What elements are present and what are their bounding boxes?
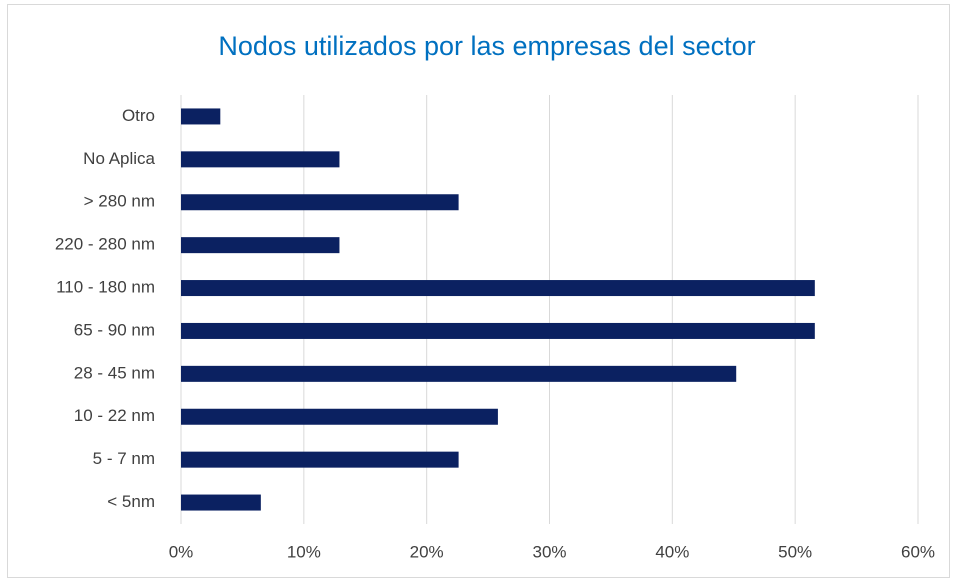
bar [181, 322, 815, 339]
y-tick-label: No Aplica [83, 149, 155, 168]
y-tick-label: > 280 nm [84, 192, 155, 211]
bar [181, 108, 221, 125]
y-tick-label: 65 - 90 nm [74, 320, 155, 339]
chart-title: Nodos utilizados por las empresas del se… [218, 31, 755, 61]
bar [181, 194, 459, 211]
y-tick-label: 5 - 7 nm [93, 449, 155, 468]
x-tick-label: 10% [287, 542, 321, 561]
bar [181, 365, 737, 382]
x-tick-label: 50% [778, 542, 812, 561]
x-tick-label: 60% [901, 542, 935, 561]
bar [181, 280, 815, 297]
y-tick-label: 220 - 280 nm [55, 235, 155, 254]
bar [181, 408, 498, 425]
y-tick-label: 110 - 180 nm [56, 278, 155, 297]
y-tick-label: Otro [122, 106, 155, 125]
x-tick-label: 30% [532, 542, 566, 561]
x-tick-label: 20% [410, 542, 444, 561]
y-tick-label: 28 - 45 nm [74, 363, 155, 382]
x-tick-label: 0% [169, 542, 194, 561]
bar [181, 237, 340, 254]
bar [181, 151, 340, 168]
bar [181, 494, 261, 511]
y-tick-label: 10 - 22 nm [74, 406, 155, 425]
y-tick-label: < 5nm [107, 492, 155, 511]
bar [181, 451, 459, 468]
x-tick-label: 40% [655, 542, 689, 561]
